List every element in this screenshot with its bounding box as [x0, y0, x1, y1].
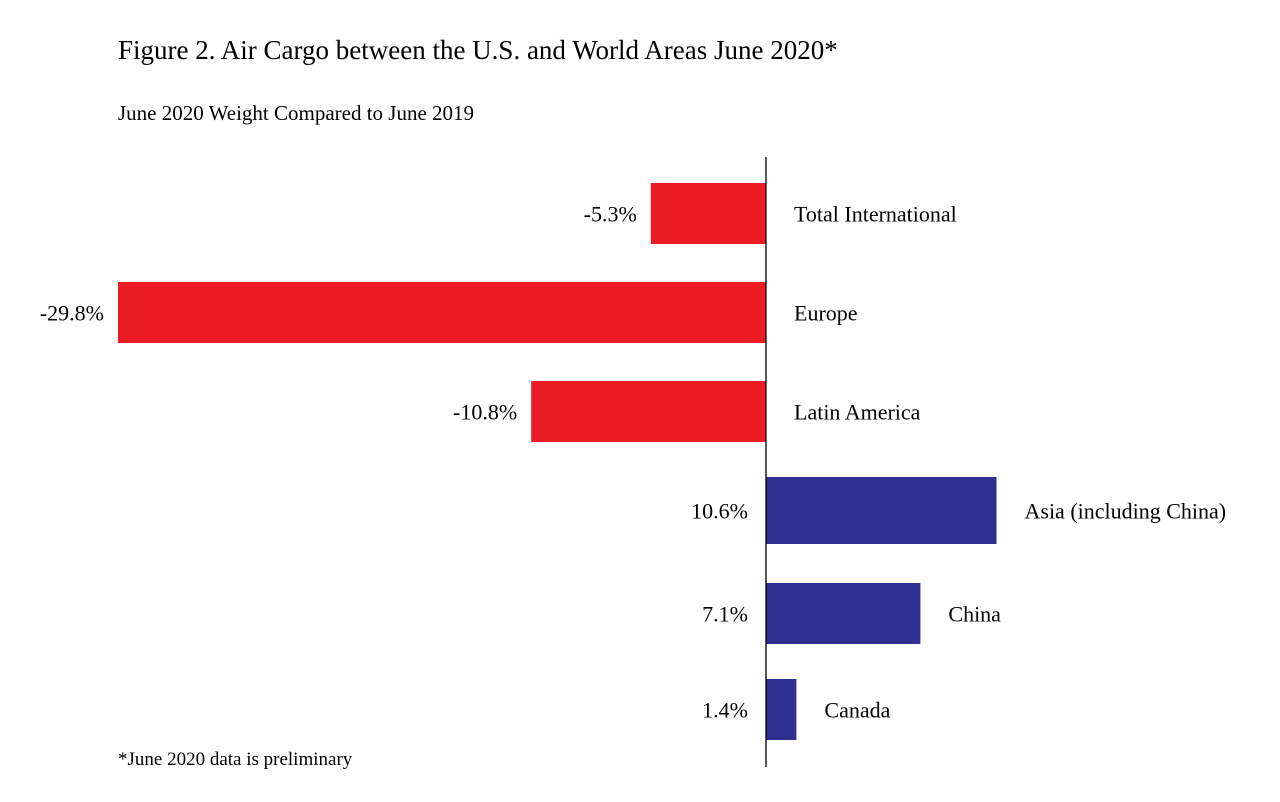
category-label: Canada: [824, 698, 890, 723]
category-label: Total International: [794, 202, 957, 227]
data-label: 7.1%: [702, 602, 748, 627]
category-label: Asia (including China): [1025, 499, 1227, 524]
chart-subtitle: June 2020 Weight Compared to June 2019: [118, 101, 474, 125]
category-label: Europe: [794, 301, 858, 326]
bar: [766, 583, 921, 644]
chart-title: Figure 2. Air Cargo between the U.S. and…: [118, 35, 838, 65]
data-label: 10.6%: [691, 499, 748, 524]
bar: [766, 477, 997, 544]
bar: [650, 183, 766, 244]
data-label: -10.8%: [453, 400, 517, 425]
category-label: China: [948, 602, 1001, 627]
footnote: *June 2020 data is preliminary: [118, 749, 353, 770]
category-label: Latin America: [794, 400, 921, 425]
bars-group: -5.3% Total International -29.8% Europe -10.…: [40, 183, 1226, 740]
bar: [766, 679, 797, 740]
bar: [531, 381, 766, 442]
data-label: 1.4%: [702, 698, 748, 723]
data-label: -29.8%: [40, 301, 104, 326]
bar: [118, 282, 766, 343]
data-label: -5.3%: [584, 202, 637, 227]
